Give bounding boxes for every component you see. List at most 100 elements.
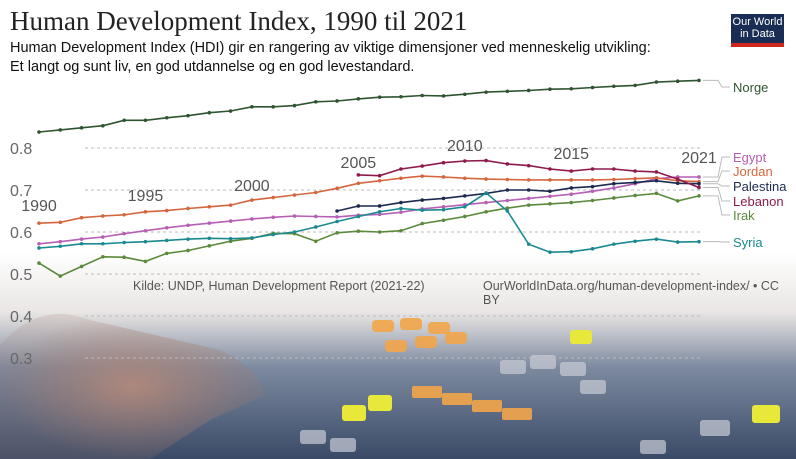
- data-point: [505, 206, 510, 210]
- data-point: [356, 97, 361, 101]
- data-point: [463, 205, 467, 209]
- data-point: [164, 238, 169, 243]
- data-point: [590, 85, 595, 90]
- data-point: [569, 249, 574, 254]
- data-point: [228, 236, 233, 241]
- data-point: [526, 242, 531, 246]
- data-point: [463, 194, 467, 198]
- data-point: [292, 230, 297, 234]
- data-point: [484, 177, 488, 181]
- series-line-syria: [38, 191, 700, 254]
- data-point: [569, 192, 574, 196]
- data-point: [526, 163, 531, 168]
- series-label-jordan: Jordan: [733, 164, 773, 179]
- data-point: [441, 175, 446, 179]
- data-point: [250, 198, 254, 202]
- data-point: [548, 87, 552, 91]
- label-connector: [703, 195, 730, 216]
- data-point: [228, 109, 233, 113]
- data-point: [335, 215, 339, 219]
- data-point: [420, 174, 425, 178]
- data-point: [505, 177, 510, 182]
- data-point: [58, 128, 63, 132]
- data-point: [654, 80, 659, 84]
- label-connector: [703, 183, 730, 187]
- data-point: [697, 78, 701, 83]
- data-point: [654, 237, 659, 241]
- data-point: [164, 115, 169, 120]
- label-connector: [703, 186, 730, 202]
- data-point: [250, 236, 254, 240]
- data-point: [58, 274, 63, 278]
- data-point: [697, 175, 701, 179]
- y-tick-label: 0.6: [10, 225, 32, 242]
- data-point: [37, 241, 41, 246]
- data-point: [271, 195, 275, 200]
- data-point: [37, 130, 41, 134]
- data-point: [37, 261, 41, 265]
- year-label: 2021: [681, 150, 717, 167]
- data-point: [590, 189, 595, 194]
- data-point: [633, 239, 637, 244]
- series-line-norge: [38, 79, 700, 133]
- data-point: [441, 207, 446, 212]
- label-connector: [703, 170, 730, 183]
- data-point: [335, 99, 339, 103]
- data-point: [697, 185, 701, 190]
- data-point: [186, 237, 190, 241]
- data-point: [569, 86, 574, 91]
- data-point: [548, 250, 552, 254]
- logo-line1: Our World: [732, 16, 783, 28]
- data-point: [37, 221, 41, 225]
- data-point: [186, 113, 190, 118]
- series-label-palestina: Palestina: [733, 179, 787, 194]
- data-point: [399, 228, 403, 233]
- data-point: [186, 206, 190, 211]
- data-point: [164, 208, 169, 213]
- data-point: [313, 239, 318, 244]
- data-point: [58, 220, 63, 225]
- data-point: [37, 246, 41, 250]
- y-tick-label: 0.8: [10, 141, 32, 158]
- data-point: [164, 226, 169, 230]
- data-point: [633, 176, 637, 181]
- data-point: [505, 209, 510, 213]
- data-point: [122, 240, 126, 245]
- data-point: [633, 193, 637, 198]
- data-point: [526, 196, 531, 201]
- data-point: [313, 190, 318, 195]
- data-point: [143, 259, 148, 264]
- data-point: [612, 177, 616, 182]
- data-point: [675, 199, 680, 203]
- series-line-jordan: [38, 175, 700, 224]
- data-point: [143, 118, 148, 123]
- data-point: [292, 214, 297, 218]
- data-point: [612, 181, 616, 186]
- data-point: [420, 198, 425, 202]
- data-point: [377, 95, 382, 99]
- data-point: [463, 176, 467, 181]
- data-point: [399, 176, 403, 181]
- data-point: [697, 239, 701, 244]
- data-point: [484, 210, 488, 214]
- data-point: [441, 218, 446, 223]
- data-point: [207, 205, 212, 209]
- data-point: [399, 206, 403, 211]
- data-point: [505, 162, 510, 166]
- data-point: [526, 88, 531, 93]
- data-point: [271, 105, 275, 109]
- data-point: [207, 221, 212, 225]
- y-tick-label: 0.7: [10, 183, 32, 200]
- data-point: [505, 198, 510, 203]
- data-point: [399, 210, 403, 215]
- source-url-link[interactable]: OurWorldInData.org/human-development-ind…: [483, 279, 779, 307]
- our-world-in-data-logo[interactable]: Our World in Data: [731, 14, 784, 47]
- data-point: [58, 239, 63, 244]
- data-point: [441, 160, 446, 165]
- chart-subtitle-line2: Et langt og sunt liv, en god utdannelse …: [10, 59, 415, 75]
- data-point: [399, 167, 403, 171]
- data-point: [420, 208, 425, 212]
- data-point: [399, 94, 403, 99]
- data-point: [441, 94, 446, 98]
- data-point: [356, 204, 361, 208]
